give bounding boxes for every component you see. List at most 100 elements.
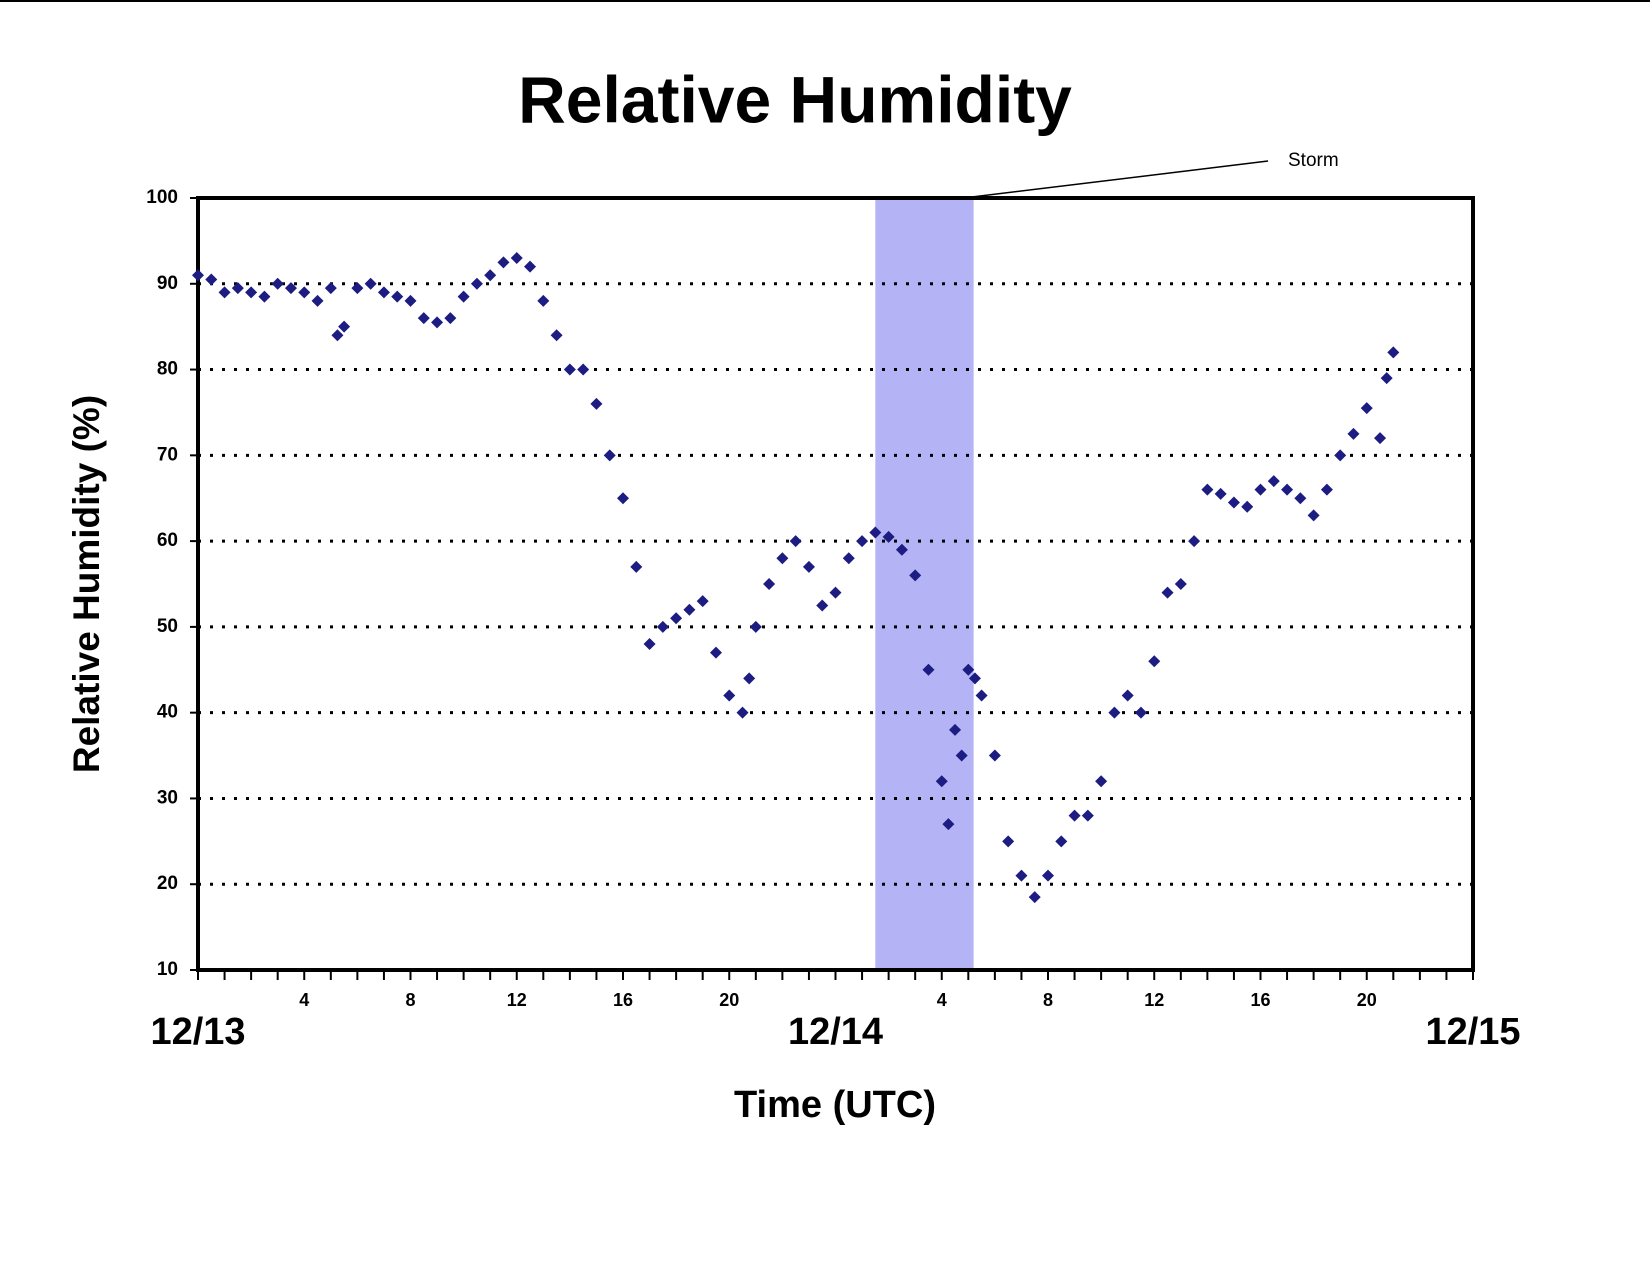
data-point	[942, 818, 955, 831]
data-point	[670, 612, 683, 625]
y-tick-label: 40	[157, 702, 178, 723]
data-point	[470, 277, 483, 290]
data-point	[630, 560, 643, 573]
data-point	[696, 595, 709, 608]
data-point	[1294, 492, 1307, 505]
data-point	[391, 290, 404, 303]
annotation-label: Storm	[1288, 150, 1339, 171]
data-point	[1134, 706, 1147, 719]
data-point	[577, 363, 590, 376]
data-point	[1267, 475, 1280, 488]
data-point	[1387, 346, 1400, 359]
data-point	[271, 277, 284, 290]
data-point	[763, 578, 776, 590]
y-tick-label: 100	[146, 187, 178, 208]
data-point	[935, 775, 948, 788]
data-point	[1201, 483, 1214, 496]
data-point	[949, 723, 962, 736]
data-point	[1380, 372, 1393, 385]
x-tick-label: 20	[1357, 990, 1377, 1010]
data-point	[1374, 432, 1387, 445]
data-point	[603, 449, 616, 462]
y-tick-label: 10	[157, 959, 178, 980]
data-point	[1188, 535, 1201, 548]
data-point	[643, 638, 656, 651]
data-point	[1174, 578, 1187, 590]
data-point	[656, 620, 669, 633]
data-point	[975, 689, 988, 702]
data-point	[829, 586, 842, 599]
data-point	[1334, 449, 1347, 462]
data-point	[736, 706, 749, 719]
y-axis-label: Relative Humidity (%)	[66, 395, 107, 773]
data-point	[789, 535, 802, 548]
data-point	[364, 277, 377, 290]
data-point	[550, 329, 563, 342]
x-tick-label: 16	[1250, 990, 1270, 1010]
data-point	[1042, 869, 1054, 882]
data-point	[1055, 835, 1068, 848]
data-point	[205, 273, 218, 286]
data-point	[1121, 689, 1134, 702]
y-tick-label: 60	[157, 530, 178, 551]
chart-title: Relative Humidity	[518, 62, 1072, 136]
data-point	[922, 663, 935, 676]
data-point	[324, 282, 337, 295]
data-point	[968, 672, 981, 685]
data-point	[377, 286, 390, 299]
data-point	[988, 749, 1001, 762]
data-point	[245, 286, 258, 299]
data-point	[776, 552, 789, 565]
data-point	[869, 526, 882, 539]
data-point	[1227, 496, 1240, 509]
data-point	[1068, 809, 1081, 822]
x-tick-label: 8	[1043, 990, 1053, 1010]
data-point	[331, 329, 344, 342]
data-point	[617, 492, 629, 505]
data-point	[749, 620, 762, 633]
y-tick-label: 70	[157, 444, 178, 465]
data-point	[351, 282, 364, 295]
data-point	[431, 316, 444, 329]
date-label: 12/13	[150, 1011, 245, 1053]
data-point	[882, 530, 895, 543]
data-point	[510, 252, 523, 265]
data-point	[743, 672, 756, 685]
data-point	[1320, 483, 1333, 496]
data-point	[590, 397, 603, 410]
data-point	[955, 749, 968, 762]
data-point	[1241, 500, 1254, 513]
data-point	[1161, 586, 1174, 599]
data-point	[802, 560, 815, 573]
data-point	[444, 312, 457, 325]
data-point	[1360, 402, 1373, 415]
data-point	[962, 663, 975, 676]
data-point	[298, 286, 311, 299]
data-point	[1002, 835, 1015, 848]
data-point	[524, 260, 537, 273]
data-point	[258, 290, 271, 303]
data-point	[417, 312, 430, 325]
data-point	[1254, 483, 1267, 496]
data-point	[218, 286, 231, 299]
x-tick-label: 8	[405, 990, 415, 1010]
date-label: 12/14	[788, 1011, 883, 1053]
x-tick-label: 20	[719, 990, 739, 1010]
x-tick-label: 16	[613, 990, 633, 1010]
storm-band	[875, 198, 974, 970]
data-point	[484, 269, 497, 282]
data-point	[1347, 427, 1360, 440]
data-point	[723, 689, 736, 702]
data-point	[563, 363, 576, 376]
x-tick-label: 4	[299, 990, 309, 1010]
y-tick-label: 50	[157, 616, 178, 637]
y-tick-label: 90	[157, 273, 178, 294]
data-point	[192, 269, 204, 282]
data-point	[338, 320, 351, 333]
data-point	[457, 290, 470, 303]
data-point	[1081, 809, 1094, 822]
x-tick-label: 12	[1144, 990, 1164, 1010]
data-point	[856, 535, 869, 548]
